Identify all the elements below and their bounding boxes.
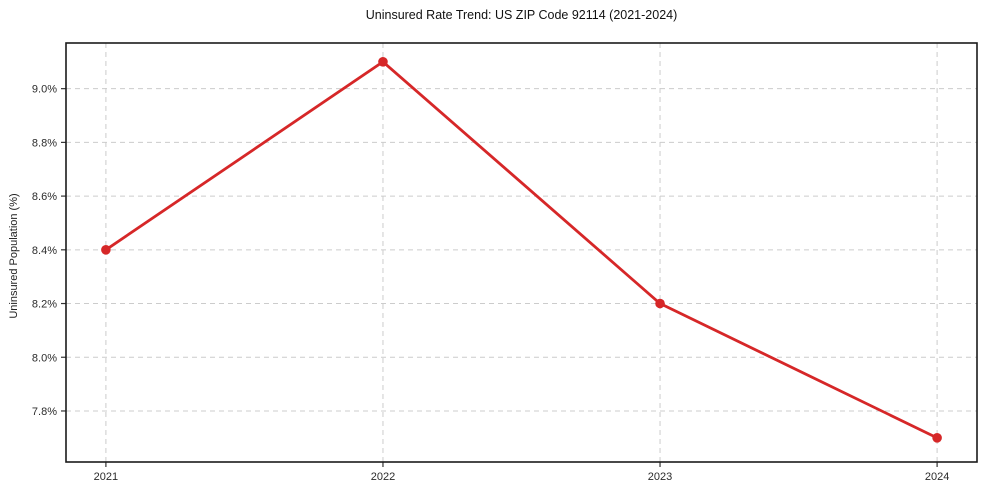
y-tick-label: 9.0% bbox=[32, 84, 57, 96]
x-tick-label: 2024 bbox=[925, 471, 949, 483]
y-tick-label: 8.8% bbox=[32, 137, 57, 149]
x-tick-label: 2021 bbox=[94, 471, 118, 483]
y-tick-label: 8.0% bbox=[32, 352, 57, 364]
data-point bbox=[378, 57, 388, 67]
data-point bbox=[101, 245, 111, 255]
y-tick-label: 8.4% bbox=[32, 245, 57, 257]
chart-title: Uninsured Rate Trend: US ZIP Code 92114 … bbox=[365, 8, 678, 22]
y-tick-label: 7.8% bbox=[32, 406, 57, 418]
data-point bbox=[655, 298, 665, 309]
y-tick-label: 8.6% bbox=[32, 191, 57, 203]
y-tick-label: 8.2% bbox=[32, 299, 57, 311]
x-tick-label: 2022 bbox=[371, 471, 395, 483]
x-tick-label: 2023 bbox=[648, 471, 672, 483]
plot-border bbox=[65, 42, 978, 463]
data-point bbox=[932, 433, 942, 443]
trend-line bbox=[104, 60, 939, 440]
